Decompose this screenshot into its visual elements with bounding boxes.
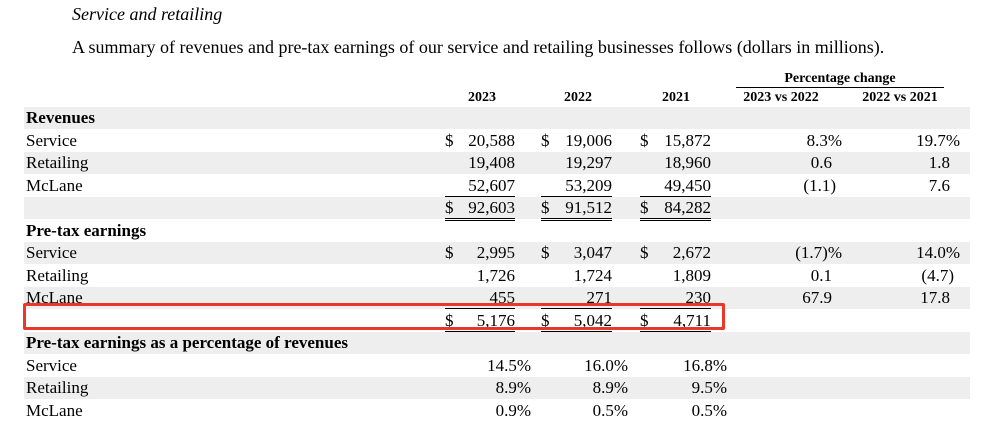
pct-change: 7.6 — [928, 175, 950, 195]
total-2021: 4,711 — [673, 310, 711, 330]
row-label: Service — [26, 243, 77, 262]
currency-symbol: $ — [445, 243, 454, 262]
value-2023: 19,408 — [468, 153, 515, 172]
revenues-title: Revenues — [26, 108, 95, 127]
pct-change: 0.1 — [810, 265, 832, 285]
earnings-title-row: Pre-tax earnings — [24, 220, 970, 242]
value-2021: 1,809 — [672, 265, 711, 285]
currency-symbol: $ — [541, 310, 550, 330]
margins-title: Pre-tax earnings as a percentage of reve… — [26, 333, 348, 352]
currency-symbol: $ — [640, 310, 649, 330]
col-2021: 2021 — [638, 90, 714, 108]
total-2022: 5,042 — [573, 310, 612, 330]
margins-service-row: Service 14.5% 16.0% 16.8% — [24, 355, 970, 377]
row-label: Retailing — [26, 265, 89, 285]
value-2022: 19,006 — [565, 130, 612, 150]
total-cell: $84,282 — [640, 198, 711, 221]
total-cell: $91,512 — [541, 198, 612, 221]
row-label: Service — [26, 130, 77, 150]
currency-symbol: $ — [640, 130, 649, 150]
revenues-service-row: Service 20,588 $19,006 $15,872 $8.3% 19.7% — [24, 130, 970, 152]
currency-symbol: $ — [640, 198, 649, 217]
currency-symbol: $ — [541, 198, 550, 217]
total-cell: $92,603 — [445, 198, 515, 221]
pct-change: 17.8 — [920, 288, 950, 307]
margin-2023: 14.5% — [487, 355, 531, 375]
highlight-box — [23, 303, 725, 330]
margin-2023: 8.9% — [495, 378, 531, 397]
value-2023: 455 — [445, 288, 515, 309]
total-2023: 5,176 — [476, 310, 515, 330]
value-2021: 15,872 — [664, 130, 711, 150]
row-label: Retailing — [26, 153, 89, 172]
value-2021: 2,672 — [672, 243, 711, 262]
margins-title-row: Pre-tax earnings as a percentage of reve… — [24, 332, 970, 354]
value-2023: 20,588 — [468, 130, 515, 150]
section-heading: Service and retailing — [72, 4, 223, 24]
row-label: McLane — [26, 400, 83, 420]
intro-text: A summary of revenues and pre-tax earnin… — [72, 37, 885, 57]
currency-symbol: $ — [541, 130, 550, 150]
margin-2022: 16.0% — [584, 355, 628, 375]
value-2023: 2,995 — [476, 243, 515, 262]
margins-retailing-row: Retailing 8.9% 8.9% 9.5% — [24, 377, 970, 399]
margin-2021: 0.5% — [691, 400, 727, 420]
total-2023: 92,603 — [468, 198, 515, 217]
pct-change: 19.7% — [916, 130, 960, 150]
total-2021: 84,282 — [664, 198, 711, 217]
row-label: McLane — [26, 175, 83, 195]
pct-change: (1.1) — [803, 175, 836, 195]
value-2022: 271 — [541, 288, 612, 309]
pct-change: (1.7)% — [795, 243, 842, 262]
pct-change: 67.9 — [802, 288, 832, 307]
col-2023-vs-2022: 2023 vs 2022 — [736, 90, 826, 108]
earnings-retailing-row: Retailing 1,726 1,724 1,809 0.1 (4.7) — [24, 265, 970, 287]
currency-symbol: $ — [640, 243, 649, 262]
revenues-retailing-row: Retailing 19,408 19,297 18,960 0.6 1.8 — [24, 152, 970, 174]
margin-2022: 8.9% — [592, 378, 628, 397]
row-label: Service — [26, 355, 77, 375]
margin-2021: 9.5% — [691, 378, 727, 397]
value-2021: 49,450 — [640, 176, 711, 197]
earnings-service-row: Service 2,995 $3,047 $2,672 $ (1.7)% 14.0% — [24, 242, 970, 264]
value-2022: 3,047 — [573, 243, 612, 262]
pct-change: 0.6 — [810, 153, 832, 172]
currency-symbol: $ — [541, 243, 550, 262]
value-2022: 53,209 — [541, 176, 612, 197]
revenues-mclane-row: McLane 52,607 53,209 49,450 (1.1) 7.6 — [24, 175, 970, 197]
revenues-title-row: Revenues — [24, 107, 970, 129]
percentage-change-header: Percentage change — [736, 71, 944, 88]
value-2022: 19,297 — [565, 153, 612, 172]
pct-change: 14.0% — [916, 243, 960, 262]
pct-change: (4.7) — [921, 265, 954, 285]
value-2021: 18,960 — [664, 153, 711, 172]
currency-symbol: $ — [445, 198, 454, 217]
col-2023: 2023 — [444, 90, 520, 108]
pct-change: 1.8 — [928, 153, 950, 172]
earnings-title: Pre-tax earnings — [26, 220, 147, 240]
total-2022: 91,512 — [565, 198, 612, 217]
margin-2021: 16.8% — [683, 355, 727, 375]
row-label: Retailing — [26, 378, 89, 397]
col-2022-vs-2021: 2022 vs 2021 — [856, 90, 944, 108]
currency-symbol: $ — [445, 310, 454, 330]
margin-2022: 0.5% — [592, 400, 628, 420]
value-2021: 230 — [640, 288, 711, 309]
row-label: McLane — [26, 288, 83, 307]
col-2022: 2022 — [540, 90, 616, 108]
revenues-total-row: $92,603 $91,512 $84,282 — [24, 197, 970, 221]
margin-2023: 0.9% — [495, 400, 531, 420]
currency-symbol: $ — [445, 130, 454, 150]
value-2022: 1,724 — [573, 265, 612, 285]
value-2023: 52,607 — [445, 176, 515, 197]
value-2023: 1,726 — [476, 265, 515, 285]
pct-change: 8.3% — [806, 130, 842, 150]
margins-mclane-row: McLane 0.9% 0.5% 0.5% — [24, 400, 970, 422]
